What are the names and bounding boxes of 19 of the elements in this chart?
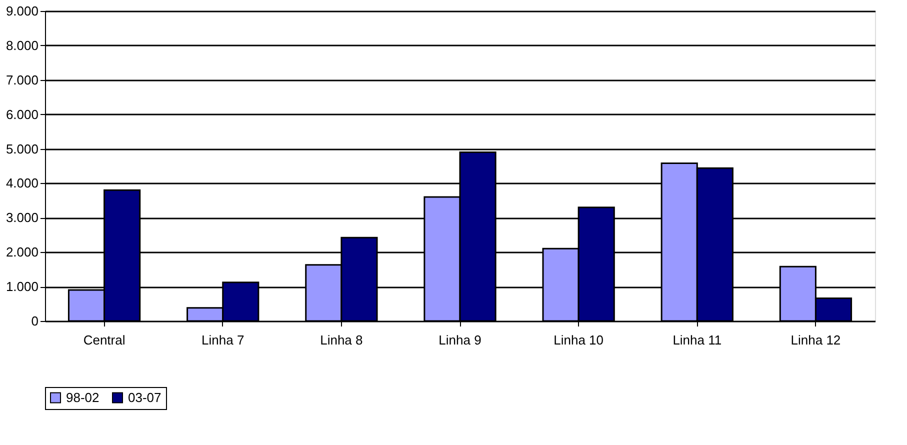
x-tick-label: Linha 12 [790, 332, 841, 348]
y-tick-label: 1.000 [6, 279, 38, 294]
y-tick-label: 9.000 [6, 4, 38, 18]
y-tick-label: 2.000 [6, 244, 38, 260]
y-tick-label: 3.000 [6, 210, 38, 226]
y-tick-label: 6.000 [6, 106, 38, 122]
x-tick-label: Central [83, 332, 126, 348]
x-tick-label: Linha 10 [554, 332, 604, 348]
x-tick-label: Linha 9 [438, 332, 482, 348]
y-tick-label: 4.000 [6, 176, 38, 191]
x-tick-label: Linha 11 [672, 332, 722, 348]
y-tick-label: 0 [31, 314, 38, 328]
legend-label: 98-02 [66, 390, 100, 405]
y-tick-label: 5.000 [6, 141, 38, 156]
y-tick-label: 7.000 [6, 72, 38, 88]
x-tick-label: Linha 8 [320, 332, 363, 348]
legend-label: 03-07 [128, 390, 162, 405]
x-tick-label: Linha 7 [202, 332, 244, 348]
y-tick-label: 8.000 [6, 38, 38, 53]
